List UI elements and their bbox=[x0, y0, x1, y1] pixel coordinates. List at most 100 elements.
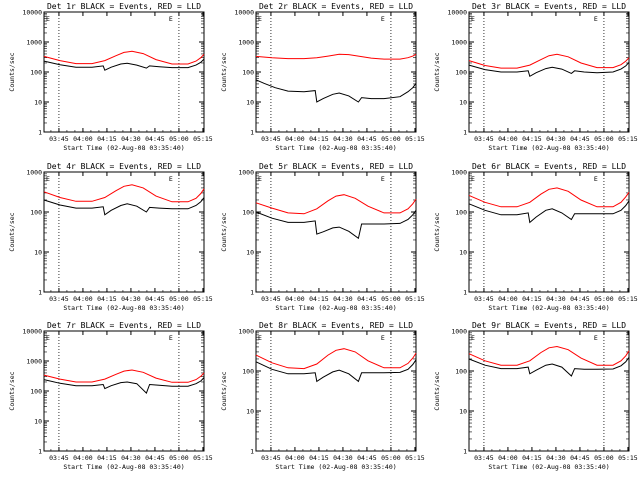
plot-frame bbox=[43, 171, 205, 293]
x-tick-label: 05:15 bbox=[193, 135, 213, 143]
x-tick-label: 04:00 bbox=[285, 135, 305, 143]
y-tick-label: 1 bbox=[250, 289, 254, 297]
events-series-line bbox=[468, 200, 630, 224]
y-tick-label: 1000 bbox=[451, 328, 467, 336]
x-tick-label: 04:45 bbox=[357, 454, 377, 462]
lld-series-line bbox=[43, 369, 205, 383]
y-tick-label: 10 bbox=[34, 418, 42, 426]
y-tick-label: 100 bbox=[242, 69, 254, 77]
y-tick-label: 10 bbox=[459, 99, 467, 107]
marker-label-right: E bbox=[594, 175, 598, 183]
y-tick-label: 1 bbox=[463, 129, 467, 137]
events-series-line bbox=[43, 58, 205, 71]
y-tick-label: 1 bbox=[250, 129, 254, 137]
marker-label-left: E bbox=[471, 334, 475, 342]
x-tick-label: 04:45 bbox=[145, 454, 165, 462]
x-tick-label: 04:30 bbox=[333, 295, 353, 303]
y-axis-label: Counts/sec bbox=[8, 371, 16, 410]
x-tick-label: 03:45 bbox=[474, 454, 494, 462]
detector-panel-3: Det 3r BLACK = Events, RED = LLD E E 1 10 100… bbox=[433, 2, 638, 152]
y-tick-label: 100 bbox=[455, 368, 467, 376]
marker-label-right: E bbox=[381, 334, 385, 342]
marker-label-left: E bbox=[258, 334, 262, 342]
x-tick-label: 05:15 bbox=[193, 454, 213, 462]
detector-panel-9: Det 9r BLACK = Events, RED = LLD E E 1 10 100… bbox=[433, 321, 638, 471]
x-axis-label: Start Time (02-Aug-08 03:35:40) bbox=[488, 463, 609, 471]
y-tick-label: 10000 bbox=[22, 9, 42, 17]
x-tick-label: 04:15 bbox=[522, 295, 542, 303]
lld-series-line bbox=[255, 53, 417, 60]
events-series-line bbox=[43, 377, 205, 394]
y-axis-label: Counts/sec bbox=[433, 52, 441, 91]
detector-panel-1: Det 1r BLACK = Events, RED = LLD E E 1 10 100… bbox=[8, 2, 213, 152]
panel-title: Det 5r BLACK = Events, RED = LLD bbox=[259, 162, 413, 171]
plot-frame bbox=[468, 171, 630, 293]
x-tick-label: 04:30 bbox=[546, 135, 566, 143]
marker-label-left: E bbox=[258, 175, 262, 183]
x-tick-label: 04:30 bbox=[333, 135, 353, 143]
x-axis-label: Start Time (02-Aug-08 03:35:40) bbox=[488, 144, 609, 152]
x-tick-label: 04:00 bbox=[498, 135, 518, 143]
x-tick-label: 04:00 bbox=[498, 295, 518, 303]
marker-label-left: E bbox=[46, 175, 50, 183]
detector-panel-2: Det 2r BLACK = Events, RED = LLD E E 1 10 100… bbox=[220, 2, 425, 152]
marker-label-right: E bbox=[594, 334, 598, 342]
x-tick-label: 05:15 bbox=[618, 295, 638, 303]
x-tick-label: 04:15 bbox=[97, 295, 117, 303]
y-tick-label: 1000 bbox=[26, 358, 42, 366]
x-tick-label: 05:00 bbox=[381, 295, 401, 303]
y-tick-label: 100 bbox=[30, 69, 42, 77]
panel-title: Det 1r BLACK = Events, RED = LLD bbox=[47, 2, 201, 11]
y-tick-label: 10000 bbox=[22, 328, 42, 336]
x-tick-label: 05:15 bbox=[405, 135, 425, 143]
y-tick-label: 1 bbox=[463, 289, 467, 297]
x-tick-label: 04:15 bbox=[97, 454, 117, 462]
marker-label-left: E bbox=[471, 15, 475, 23]
x-tick-label: 05:00 bbox=[381, 454, 401, 462]
x-tick-label: 03:45 bbox=[49, 454, 69, 462]
x-axis-label: Start Time (02-Aug-08 03:35:40) bbox=[63, 463, 184, 471]
y-tick-label: 1 bbox=[38, 448, 42, 456]
y-tick-label: 10000 bbox=[447, 9, 467, 17]
y-tick-label: 100 bbox=[242, 368, 254, 376]
x-tick-label: 05:15 bbox=[405, 454, 425, 462]
detector-panel-5: Det 5r BLACK = Events, RED = LLD E E 1 10 100… bbox=[220, 162, 425, 312]
y-tick-label: 10000 bbox=[234, 9, 254, 17]
y-tick-label: 1000 bbox=[26, 39, 42, 47]
x-axis-label: Start Time (02-Aug-08 03:35:40) bbox=[63, 144, 184, 152]
x-tick-label: 04:15 bbox=[309, 135, 329, 143]
marker-label-left: E bbox=[471, 175, 475, 183]
marker-label-right: E bbox=[169, 15, 173, 23]
panel-title: Det 8r BLACK = Events, RED = LLD bbox=[259, 321, 413, 330]
y-axis-label: Counts/sec bbox=[8, 212, 16, 251]
x-tick-label: 05:15 bbox=[405, 295, 425, 303]
lld-series-line bbox=[468, 53, 630, 69]
x-tick-label: 04:45 bbox=[357, 295, 377, 303]
x-axis-label: Start Time (02-Aug-08 03:35:40) bbox=[488, 304, 609, 312]
panel-title: Det 4r BLACK = Events, RED = LLD bbox=[47, 162, 201, 171]
x-tick-label: 04:00 bbox=[498, 454, 518, 462]
panel-title: Det 7r BLACK = Events, RED = LLD bbox=[47, 321, 201, 330]
y-tick-label: 100 bbox=[242, 209, 254, 217]
events-series-line bbox=[43, 197, 205, 216]
y-tick-label: 1000 bbox=[451, 169, 467, 177]
marker-label-left: E bbox=[46, 15, 50, 23]
plot-frame bbox=[255, 330, 417, 452]
x-tick-label: 04:00 bbox=[73, 454, 93, 462]
y-tick-label: 10 bbox=[459, 249, 467, 257]
marker-label-left: E bbox=[46, 334, 50, 342]
x-tick-label: 04:00 bbox=[285, 295, 305, 303]
x-tick-label: 04:30 bbox=[333, 454, 353, 462]
x-axis-label: Start Time (02-Aug-08 03:35:40) bbox=[275, 144, 396, 152]
y-tick-label: 10 bbox=[34, 99, 42, 107]
lld-series-line bbox=[468, 345, 630, 366]
x-tick-label: 05:00 bbox=[594, 454, 614, 462]
x-tick-label: 03:45 bbox=[261, 295, 281, 303]
x-tick-label: 04:15 bbox=[309, 295, 329, 303]
y-tick-label: 10 bbox=[459, 408, 467, 416]
x-tick-label: 04:15 bbox=[97, 135, 117, 143]
panel-title: Det 3r BLACK = Events, RED = LLD bbox=[472, 2, 626, 11]
x-axis-label: Start Time (02-Aug-08 03:35:40) bbox=[275, 304, 396, 312]
marker-label-right: E bbox=[381, 175, 385, 183]
